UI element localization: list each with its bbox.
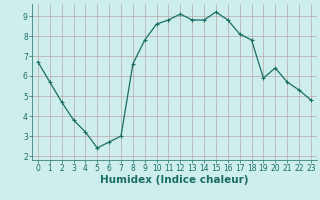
X-axis label: Humidex (Indice chaleur): Humidex (Indice chaleur) (100, 175, 249, 185)
